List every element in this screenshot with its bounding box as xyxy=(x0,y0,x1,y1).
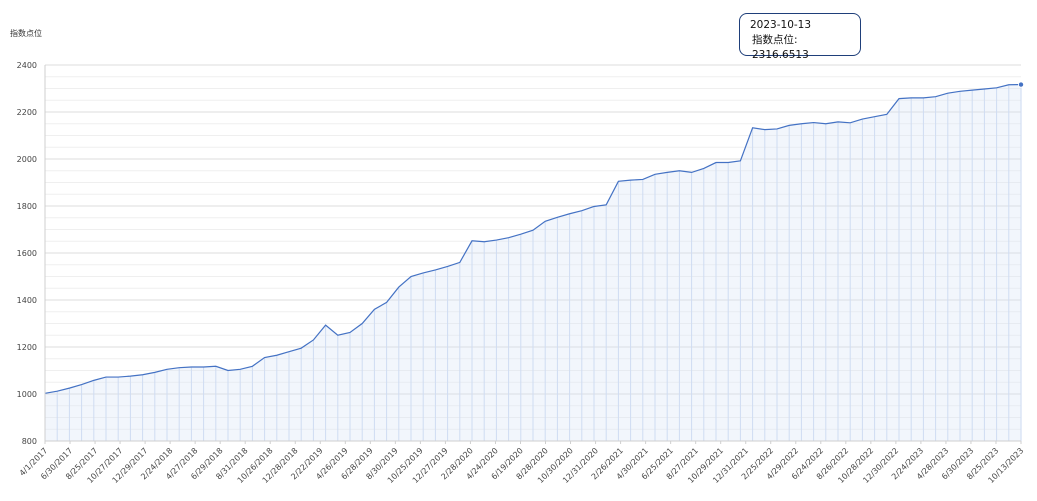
y-tick-label: 2400 xyxy=(17,61,37,70)
series-area-fill xyxy=(45,84,1021,441)
area-layer xyxy=(44,83,1022,441)
y-tick-label: 1600 xyxy=(17,249,37,258)
vertical-drop-lines xyxy=(44,84,1022,441)
y-tick-label: 800 xyxy=(22,437,37,446)
x-axis-ticks: 4/1/20176/30/20178/25/201710/27/201712/2… xyxy=(18,441,1025,485)
tooltip-separator: : xyxy=(794,34,798,46)
marker-layer xyxy=(1018,81,1025,88)
tooltip-series-label: 指数点位 xyxy=(752,34,794,46)
axes xyxy=(44,65,1021,442)
tooltip-value-row: 指数点位: 2316.6513 xyxy=(750,33,850,63)
y-tick-label: 1000 xyxy=(17,390,37,399)
y-axis-label: 指数点位 xyxy=(10,29,42,38)
series-line xyxy=(44,83,1022,394)
y-tick-label: 1200 xyxy=(17,343,37,352)
y-tick-label: 2200 xyxy=(17,108,37,117)
highlight-point-marker[interactable] xyxy=(1018,81,1025,88)
y-tick-label: 1800 xyxy=(17,202,37,211)
y-tick-label: 2000 xyxy=(17,155,37,164)
tooltip-value: 2316.6513 xyxy=(752,49,809,61)
y-axis-ticks: 800 1000 1200 1400 1600 1800 2000 2200 2400 xyxy=(17,61,37,446)
tooltip-date: 2023-10-13 xyxy=(750,19,812,31)
y-tick-label: 1400 xyxy=(17,296,37,305)
highlight-tooltip: 2023-10-13 指数点位: 2316.6513 xyxy=(739,13,861,61)
